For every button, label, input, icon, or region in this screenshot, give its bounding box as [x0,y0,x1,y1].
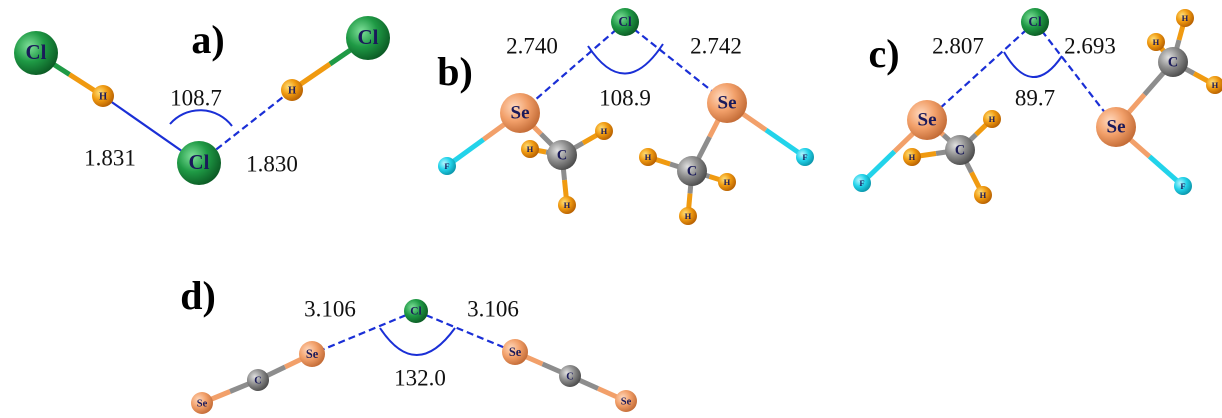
atom-symbol: Se [511,102,530,123]
angle-arc [380,328,455,355]
panel-label: b) [437,49,473,94]
atom-symbol: C [557,147,567,163]
atom-symbol: C [566,371,574,382]
angle-label: 89.7 [1015,85,1055,110]
distance-label: 1.831 [84,145,136,170]
atom-symbol: F [444,161,449,171]
distance-label: 2.740 [506,33,558,58]
angle-arc [1004,52,1062,77]
distance-label: 3.106 [304,296,356,321]
atom-symbol: H [1212,80,1219,90]
distance-label: 2.742 [690,33,742,58]
angle-label: 108.7 [170,85,222,110]
atom-symbol: C [254,375,262,386]
atom-symbol: H [909,152,916,162]
atom-symbol: H [724,177,731,187]
panel-label: a) [191,17,224,62]
atom-symbol: H [601,126,608,136]
distance-label: 2.693 [1064,33,1116,58]
distance-label: 3.106 [467,296,519,321]
atom-symbol: H [645,152,652,162]
atom-symbol: Se [306,347,319,361]
atom-symbol: Cl [26,40,47,64]
atom-symbol: Cl [1028,14,1042,29]
angle-label: 108.9 [599,85,651,110]
panel: Cl H Cl H Cl a) 1.831 1.830 108.7 [14,16,390,185]
angle-label: 132.0 [394,365,446,390]
figure: ClHClHCla)1.8311.830108.7ClSeSeFCHHHFCHH… [0,0,1222,418]
atom-symbol: H [99,91,107,102]
atom-symbol: Cl [189,150,210,174]
atom-symbol: Se [718,92,737,113]
angle-arc [588,44,663,74]
panel-label: d) [180,273,216,318]
atom-symbol: Cl [618,14,632,29]
atom-symbol: Se [621,396,632,407]
atom-symbol: Se [509,345,522,359]
atom-symbol: C [1168,54,1178,70]
distance-label: 1.830 [246,151,298,176]
angle-arc [170,110,232,126]
atom-symbol: Cl [358,25,379,49]
panel-label: c) [868,31,899,76]
atom-symbol: C [955,142,965,158]
atom-symbol: H [527,144,534,154]
atom-symbol: H [1182,13,1189,23]
atom-symbol: H [685,211,692,221]
distance-label: 2.807 [932,33,984,58]
atom-symbol: Se [918,109,937,130]
atom-symbol: H [564,200,571,210]
atom-symbol: Cl [410,306,421,318]
atom-symbol: F [802,152,807,162]
atom-symbol: Se [197,398,208,409]
atom-symbol: H [980,190,987,200]
atom-symbol: H [288,85,296,96]
atom-symbol: F [859,178,864,188]
panel: Cl Se Se F C H H H F C H H Hb) 2.740 2.742 108.9 [437,8,814,225]
atom-symbol: C [687,163,697,179]
panel: Cl Se C Se Se C Se d) 3.106 3.106 132.0 [180,273,637,414]
atom-symbol: Se [1107,116,1126,137]
atom-symbol: H [1153,37,1160,47]
atom-symbol: H [989,114,996,124]
atom-symbol: F [1180,181,1185,191]
